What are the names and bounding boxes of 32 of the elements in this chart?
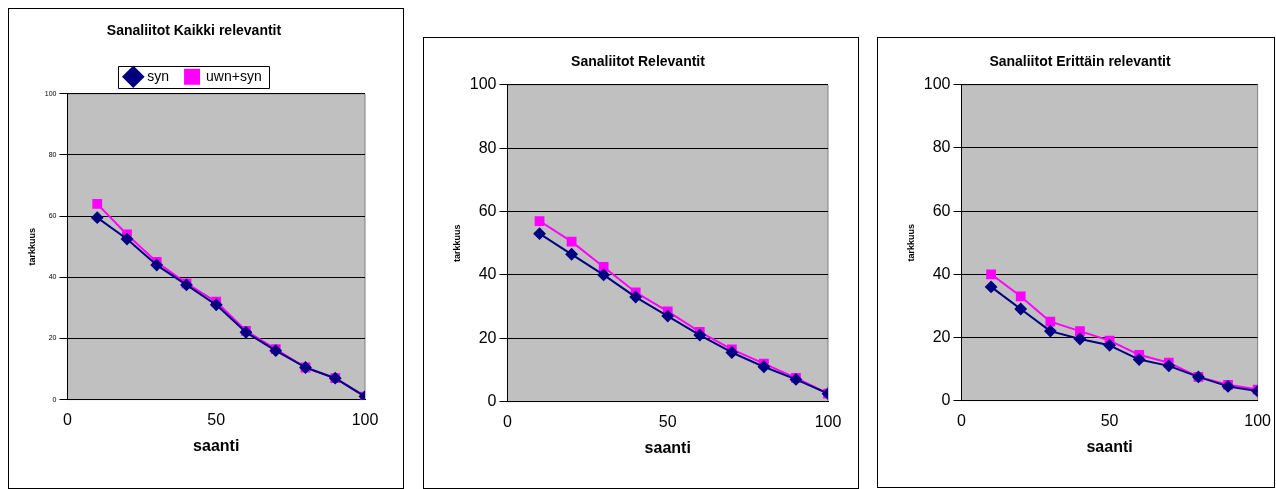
y-axis-title: tarkkuus bbox=[26, 227, 37, 266]
y-axis-title: tarkkuus bbox=[451, 224, 462, 262]
x-axis-title: saanti bbox=[644, 438, 691, 456]
x-tick-label: 50 bbox=[658, 412, 677, 430]
legend-label: uwn+syn bbox=[206, 67, 262, 84]
x-tick-label: 100 bbox=[351, 410, 379, 428]
x-axis-title: saanti bbox=[193, 436, 240, 454]
y-tick-label: 60 bbox=[932, 201, 951, 219]
y-tick-label: 100 bbox=[469, 75, 497, 93]
x-tick-label: 50 bbox=[1100, 411, 1119, 429]
chart-title: Sanaliitot Erittäin relevantit bbox=[989, 53, 1171, 70]
chart-title: Sanaliitot Relevantit bbox=[571, 53, 706, 70]
y-tick-label: 0 bbox=[487, 392, 497, 410]
x-tick-label: 0 bbox=[957, 411, 967, 429]
y-tick-label: 40 bbox=[478, 265, 497, 283]
y-tick-label: 60 bbox=[478, 201, 497, 219]
y-tick-label: 20 bbox=[478, 328, 497, 346]
y-tick-label: 80 bbox=[932, 138, 951, 156]
legend-label: syn bbox=[147, 67, 170, 84]
y-axis-title: tarkkuus bbox=[905, 223, 916, 262]
chart-title: Sanaliitot Kaikki relevantit bbox=[106, 22, 282, 39]
x-tick-label: 0 bbox=[503, 412, 513, 430]
x-tick-label: 50 bbox=[207, 410, 226, 428]
x-tick-label: 0 bbox=[63, 410, 73, 428]
y-tick-label: 40 bbox=[932, 264, 951, 282]
x-axis-title: saanti bbox=[1086, 437, 1133, 455]
x-tick-label: 100 bbox=[814, 412, 842, 430]
y-tick-label: 20 bbox=[932, 327, 951, 345]
y-tick-label: 0 bbox=[941, 391, 951, 409]
y-tick-label: 100 bbox=[923, 75, 951, 93]
x-tick-label: 100 bbox=[1244, 411, 1272, 429]
y-tick-label: 80 bbox=[478, 138, 497, 156]
